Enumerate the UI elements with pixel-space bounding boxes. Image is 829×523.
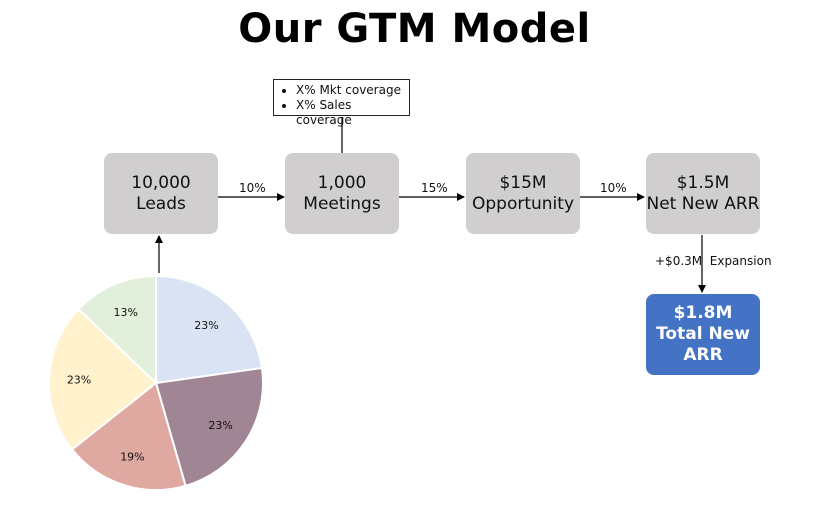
total-new-arr-box: $1.8M Total New ARR <box>646 294 760 375</box>
conversion-meetings-to-opportunity: 15% <box>421 181 448 195</box>
pie-slice-4 <box>48 307 158 451</box>
note-bullet-sales-coverage: X% Sales coverage <box>296 98 409 128</box>
pie-slice-label-2: 23% <box>208 419 232 432</box>
total-new-arr-value: $1.8M <box>673 303 733 323</box>
coverage-note: X% Mkt coverage X% Sales coverage <box>273 79 410 127</box>
expansion-label: +$0.3M Expansion <box>655 254 772 268</box>
pie-slice-label-1: 23% <box>194 319 218 332</box>
pie-slice-label-3: 19% <box>120 450 144 463</box>
total-new-arr-label-1: Total New <box>656 324 750 344</box>
pie-slice-label-5: 13% <box>113 306 137 319</box>
note-bullet-mkt-coverage: X% Mkt coverage <box>296 83 409 98</box>
meetings-box: 1,000 Meetings <box>285 153 399 234</box>
conversion-opportunity-to-net-new: 10% <box>600 181 627 195</box>
leads-box: 10,000 Leads <box>104 153 218 234</box>
leads-label: Leads <box>136 193 186 214</box>
conversion-leads-to-meetings: 10% <box>239 181 266 195</box>
meetings-label: Meetings <box>303 193 381 214</box>
pie-slice-label-4: 23% <box>67 373 91 386</box>
leads-value: 10,000 <box>131 172 191 193</box>
net-new-arr-label: Net New ARR <box>646 193 760 214</box>
opportunity-label: Opportunity <box>471 193 575 214</box>
page-title: Our GTM Model <box>238 6 591 52</box>
net-new-arr-box: $1.5M Net New ARR <box>646 153 760 234</box>
pie-slice-5 <box>77 274 157 386</box>
pie-slice-3 <box>70 381 187 491</box>
total-new-arr-label-2: ARR <box>683 345 723 365</box>
net-new-arr-value: $1.5M <box>676 172 730 193</box>
meetings-value: 1,000 <box>317 172 367 193</box>
opportunity-box: $15M Opportunity <box>466 153 580 234</box>
pie-slice-2 <box>154 366 264 488</box>
opportunity-value: $15M <box>499 172 547 193</box>
pie-slice-1 <box>155 274 264 385</box>
